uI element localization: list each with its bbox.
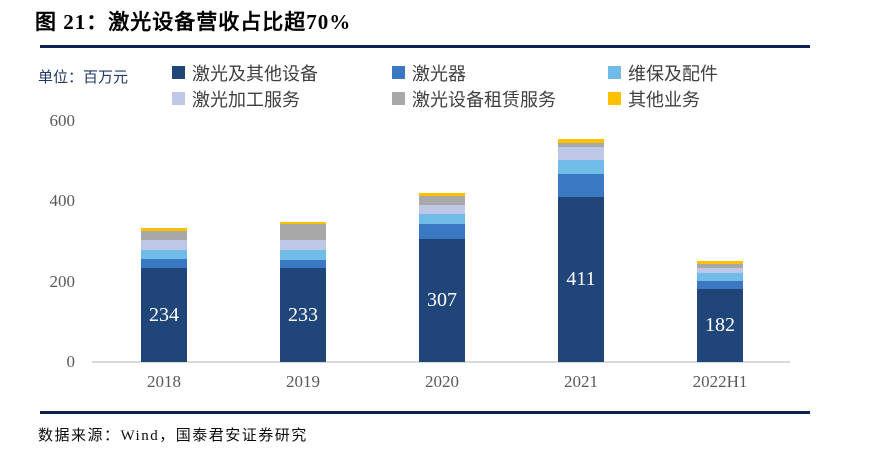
bar-segment: 182	[697, 288, 743, 362]
legend-swatch-equipment-rental-service	[392, 92, 405, 105]
x-axis: 2018 2019 2020 2021 2022H1	[92, 372, 790, 394]
legend-swatch-maintenance-parts	[608, 66, 621, 79]
bar-segment	[141, 231, 187, 240]
x-tick-label: 2018	[147, 372, 181, 391]
bar-segment	[558, 139, 604, 144]
legend-label: 激光设备租赁服务	[412, 89, 556, 110]
bar-value-label: 307	[427, 288, 457, 311]
legend-label: 激光及其他设备	[192, 63, 318, 84]
legend-label: 其他业务	[628, 89, 700, 110]
x-tick-label: 2020	[425, 372, 459, 391]
bar-segment: 307	[419, 238, 465, 362]
title-underline	[40, 45, 810, 48]
bar-segment	[558, 174, 604, 197]
bar-stack-2019: 233	[280, 221, 326, 362]
legend-label: 维保及配件	[628, 63, 718, 84]
bar-segment	[419, 223, 465, 239]
bar-stack-2022H1: 182	[697, 260, 743, 362]
y-tick-label: 600	[49, 111, 76, 130]
bar-stack-2018: 234	[141, 228, 187, 362]
legend-item-laser-device: 激光器	[392, 60, 608, 85]
bar-segment	[419, 196, 465, 205]
bar-segment: 233	[280, 268, 326, 362]
bar-segment	[141, 249, 187, 259]
legend-item-laser-and-other-equipment: 激光及其他设备	[172, 60, 392, 85]
unit-label: 单位：百万元	[38, 69, 129, 86]
legend-item-equipment-rental-service: 激光设备租赁服务	[392, 86, 608, 111]
bar-segment	[697, 268, 743, 274]
legend-swatch-laser-device	[392, 66, 405, 79]
legend: 激光及其他设备 激光器 维保及配件 激光加工服务 激光设备租赁服务 其他业务	[172, 60, 808, 111]
y-tick-label: 400	[49, 191, 76, 211]
bar-segment	[141, 228, 187, 232]
legend-label: 激光加工服务	[192, 89, 300, 110]
bar-segment	[419, 204, 465, 214]
bar-segment	[697, 281, 743, 289]
bar-segment	[558, 147, 604, 160]
bar-value-label: 182	[705, 313, 735, 336]
bar-segment: 411	[558, 196, 604, 362]
legend-swatch-laser-and-other-equipment	[172, 66, 185, 79]
legend-item-maintenance-parts: 维保及配件	[608, 60, 808, 85]
bar-segment	[280, 224, 326, 241]
figure-title: 图 21：激光设备营收占比超70%	[35, 10, 352, 34]
bar-value-label: 234	[149, 303, 179, 326]
bar-value-label: 411	[566, 267, 596, 290]
bar-segment	[558, 159, 604, 175]
bar-segment	[141, 258, 187, 268]
source-divider	[40, 411, 810, 414]
bar-segment	[697, 263, 743, 269]
bar-segment	[697, 260, 743, 264]
bar-segment	[280, 250, 326, 260]
bar-segment	[141, 239, 187, 250]
legend-label: 激光器	[412, 63, 466, 84]
bar-segment	[558, 143, 604, 148]
y-axis: 0 200 400 600	[15, 111, 76, 371]
bar-stack-2020: 307	[419, 193, 465, 362]
legend-item-other-business: 其他业务	[608, 86, 808, 111]
chart-plot-area: 234 233 307 411 182	[92, 121, 790, 362]
bar-segment	[280, 221, 326, 225]
bar-segment	[280, 240, 326, 251]
legend-swatch-laser-processing-service	[172, 92, 185, 105]
bar-stack-2021: 411	[558, 139, 604, 362]
legend-item-laser-processing-service: 激光加工服务	[172, 86, 392, 111]
bar-value-label: 233	[288, 303, 318, 326]
bar-segment	[419, 193, 465, 197]
bar-segment	[419, 213, 465, 224]
bar-segment: 234	[141, 268, 187, 362]
legend-swatch-other-business	[608, 92, 621, 105]
bar-segment	[280, 259, 326, 269]
x-tick-label: 2021	[564, 372, 598, 391]
bar-segment	[697, 273, 743, 282]
source-note: 数据来源：Wind，国泰君安证券研究	[38, 428, 308, 444]
x-tick-label: 2022H1	[692, 372, 748, 391]
x-axis-baseline	[92, 361, 790, 363]
y-tick-label: 0	[66, 352, 76, 371]
y-tick-label: 200	[49, 271, 76, 291]
x-tick-label: 2019	[286, 372, 320, 391]
